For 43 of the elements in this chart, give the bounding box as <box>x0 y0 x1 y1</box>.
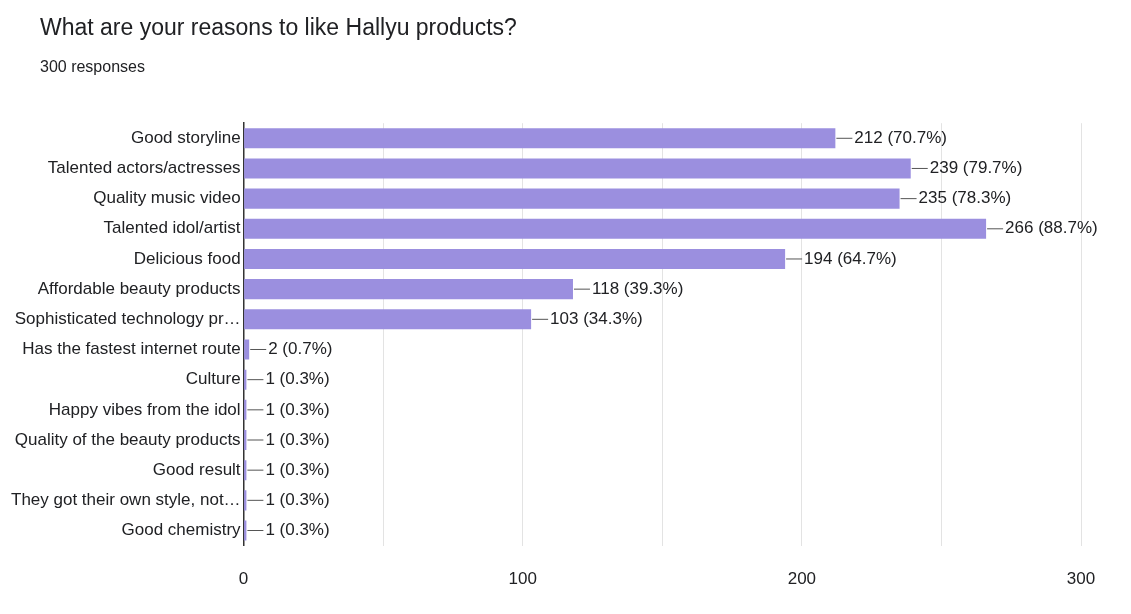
data-label: 212 (70.7%) <box>854 127 947 147</box>
y-tick-label: Has the fastest internet route <box>22 339 241 359</box>
data-label: 194 (64.7%) <box>804 248 897 268</box>
data-label: 1 (0.3%) <box>265 429 330 449</box>
x-tick-label: 200 <box>787 569 817 589</box>
x-tick-label: 300 <box>1066 569 1096 589</box>
y-tick-label: Delicious food <box>133 248 241 268</box>
y-tick-label: Quality of the beauty products <box>14 429 241 449</box>
bar <box>244 520 247 541</box>
data-label: 1 (0.3%) <box>265 459 330 479</box>
data-label: 2 (0.7%) <box>268 339 333 359</box>
y-tick-label: Talented actors/actresses <box>47 158 241 178</box>
data-label: 266 (88.7%) <box>1005 218 1098 238</box>
data-label: 1 (0.3%) <box>265 369 330 389</box>
y-tick-label: They got their own style, not… <box>11 490 241 510</box>
x-tick-label: 0 <box>238 569 249 589</box>
y-tick-label: Affordable beauty products <box>37 278 241 298</box>
y-tick-label: Happy vibes from the idol <box>48 399 241 419</box>
bar <box>244 309 532 330</box>
bar <box>244 188 900 209</box>
y-tick-label: Good chemistry <box>121 520 242 540</box>
data-label: 1 (0.3%) <box>265 520 330 540</box>
data-label: 235 (78.3%) <box>918 188 1012 208</box>
data-label: 103 (34.3%) <box>550 309 643 328</box>
y-tick-label: Talented idol/artist <box>103 218 241 238</box>
chart-title: What are your reasons to like Hallyu products? <box>40 14 517 41</box>
bar <box>244 158 911 179</box>
data-label: 1 (0.3%) <box>265 490 330 510</box>
y-tick-label: Quality music video <box>93 188 241 208</box>
y-tick-label: Sophisticated technology pr… <box>14 309 241 328</box>
bar <box>244 279 573 300</box>
data-label: 118 (39.3%) <box>591 278 684 298</box>
bar <box>244 339 250 360</box>
bar <box>244 248 786 269</box>
data-label: 1 (0.3%) <box>265 399 330 419</box>
data-label: 239 (79.7%) <box>929 158 1023 178</box>
y-tick-label: Good result <box>152 459 241 479</box>
y-tick-label: Good storyline <box>130 127 241 147</box>
bar <box>244 128 836 149</box>
x-tick-label: 100 <box>508 569 537 589</box>
y-tick-label: Culture <box>185 369 241 389</box>
bar <box>244 218 987 239</box>
text: 300 responses <box>40 58 145 76</box>
